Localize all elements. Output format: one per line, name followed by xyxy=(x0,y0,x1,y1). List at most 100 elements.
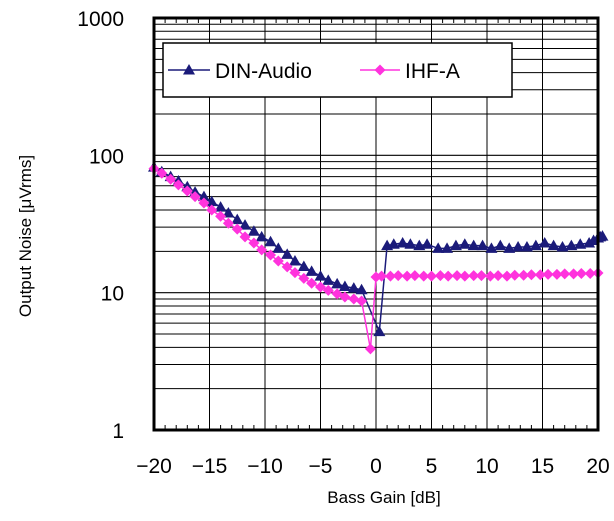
data-point xyxy=(409,270,421,282)
data-point xyxy=(214,201,227,212)
x-tick-label: 20 xyxy=(586,455,609,478)
plot-frame xyxy=(152,16,600,432)
data-point xyxy=(396,236,409,248)
data-point xyxy=(347,282,360,293)
data-point xyxy=(468,270,480,282)
data-point xyxy=(476,239,489,251)
data-point xyxy=(281,248,294,259)
data-point xyxy=(305,265,318,276)
data-point xyxy=(222,217,234,229)
data-point xyxy=(426,270,437,282)
data-point xyxy=(322,274,335,285)
legend-marker xyxy=(183,64,195,75)
data-point xyxy=(222,207,235,218)
data-point xyxy=(421,238,434,249)
data-point xyxy=(315,281,326,293)
data-point xyxy=(297,260,310,272)
legend: DIN-Audio IHF-A xyxy=(162,42,513,98)
series-ihf-a xyxy=(148,163,604,355)
data-point xyxy=(231,223,243,235)
data-point xyxy=(509,269,521,281)
data-point xyxy=(197,190,210,202)
y-tick-label: 1 xyxy=(112,420,124,443)
data-point xyxy=(503,242,516,253)
data-point xyxy=(534,269,546,281)
data-point xyxy=(484,270,496,282)
data-point xyxy=(551,268,563,280)
data-point xyxy=(574,238,587,249)
y-axis-title: Output Noise [μVrms] xyxy=(16,155,35,317)
data-point xyxy=(231,213,244,225)
x-axis-title: Bass Gain [dB] xyxy=(327,488,440,507)
data-point xyxy=(501,270,513,282)
data-point xyxy=(247,225,260,236)
data-point xyxy=(559,268,571,280)
data-point xyxy=(434,270,446,282)
x-tick-label: −5 xyxy=(309,455,333,478)
data-point xyxy=(494,239,507,251)
x-tick-labels: −20 −15 −10 −5 0 5 10 15 20 xyxy=(136,455,609,478)
x-tick-label: 5 xyxy=(426,455,438,478)
data-point xyxy=(556,241,569,252)
data-point xyxy=(331,277,344,289)
y-tick-labels: 1 10 100 1000 xyxy=(77,8,124,443)
data-point xyxy=(355,283,368,295)
data-point xyxy=(322,284,334,296)
series-din-audio xyxy=(148,161,609,337)
data-point xyxy=(575,267,587,279)
data-point xyxy=(364,343,376,355)
legend-box xyxy=(162,42,513,98)
data-point xyxy=(314,270,327,281)
data-point xyxy=(373,325,386,337)
data-point xyxy=(239,231,251,243)
data-point xyxy=(432,242,445,253)
x-tick-label: 0 xyxy=(370,455,382,478)
data-point xyxy=(542,268,554,280)
data-point xyxy=(289,267,301,279)
data-point xyxy=(485,242,498,253)
data-point xyxy=(281,261,293,273)
y-tick-label: 10 xyxy=(101,283,124,306)
data-point xyxy=(156,167,168,179)
data-point xyxy=(568,268,580,280)
data-point xyxy=(401,270,413,282)
y-tick-label: 1000 xyxy=(77,8,124,31)
legend-label-ihf-a: IHF-A xyxy=(405,60,460,83)
data-point xyxy=(206,204,218,216)
data-point xyxy=(387,238,400,249)
data-point xyxy=(272,255,284,267)
data-point xyxy=(265,249,277,261)
data-point xyxy=(538,236,551,248)
data-point xyxy=(298,272,310,284)
data-point xyxy=(248,237,260,249)
y-tick-label: 100 xyxy=(89,145,124,168)
data-point xyxy=(458,238,471,249)
x-tick-label: −15 xyxy=(192,455,228,478)
data-point xyxy=(418,270,430,282)
data-point xyxy=(525,269,537,281)
data-point xyxy=(442,270,454,282)
x-tick-label: −10 xyxy=(247,455,283,478)
data-point xyxy=(288,255,301,266)
data-point xyxy=(492,270,504,282)
data-point xyxy=(356,295,368,307)
data-point xyxy=(584,267,596,279)
data-point xyxy=(239,219,252,230)
data-point xyxy=(198,197,210,209)
data-point xyxy=(165,173,177,185)
x-tick-label: 15 xyxy=(531,455,554,478)
data-point xyxy=(518,269,530,281)
legend-label-din-audio: DIN-Audio xyxy=(215,60,312,83)
data-point xyxy=(384,270,396,282)
data-point xyxy=(404,238,417,249)
x-tick-label: 10 xyxy=(475,455,498,478)
data-point xyxy=(529,239,542,251)
legend-marker xyxy=(374,64,386,76)
data-point xyxy=(520,241,533,252)
data-point xyxy=(338,280,351,291)
data-point xyxy=(512,241,525,252)
series-layer xyxy=(148,161,609,355)
data-point xyxy=(256,244,268,256)
data-point xyxy=(451,270,463,282)
